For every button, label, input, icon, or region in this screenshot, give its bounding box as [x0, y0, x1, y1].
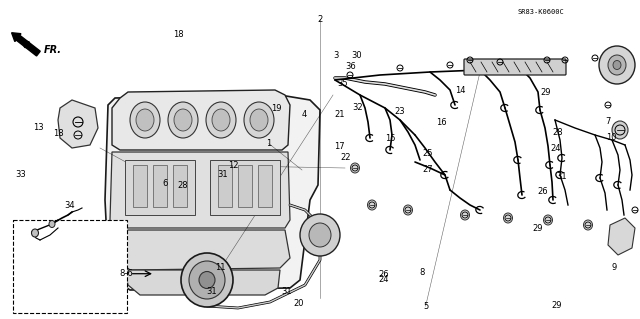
Text: 29: 29 — [532, 224, 543, 233]
Text: FR.: FR. — [44, 45, 61, 56]
Text: 4: 4 — [301, 110, 307, 119]
Ellipse shape — [367, 200, 376, 210]
Bar — [210, 160, 280, 215]
Text: 31: 31 — [557, 172, 567, 181]
FancyArrow shape — [12, 33, 40, 56]
Ellipse shape — [174, 109, 192, 131]
Ellipse shape — [504, 213, 513, 223]
Text: 28: 28 — [553, 128, 563, 137]
Ellipse shape — [244, 102, 274, 138]
Ellipse shape — [584, 220, 593, 230]
Text: 21: 21 — [334, 110, 344, 119]
Ellipse shape — [351, 163, 360, 173]
Text: 32: 32 — [352, 103, 362, 112]
Text: 29: 29 — [552, 301, 562, 310]
Text: SR83-K0600C: SR83-K0600C — [517, 9, 564, 15]
Ellipse shape — [599, 46, 635, 84]
Text: 26: 26 — [538, 187, 548, 196]
Ellipse shape — [613, 61, 621, 70]
Text: 30: 30 — [351, 51, 362, 60]
Text: 11: 11 — [216, 263, 226, 272]
Polygon shape — [110, 152, 290, 228]
Text: 35: 35 — [337, 79, 348, 88]
Bar — [125, 160, 195, 215]
Polygon shape — [608, 218, 635, 255]
Text: 20: 20 — [294, 299, 304, 308]
Ellipse shape — [168, 102, 198, 138]
Ellipse shape — [309, 223, 331, 247]
Ellipse shape — [300, 214, 340, 256]
Text: 17: 17 — [334, 142, 344, 151]
Text: 24: 24 — [379, 275, 389, 284]
Text: 12: 12 — [228, 161, 239, 170]
Text: 9: 9 — [612, 263, 617, 272]
Text: 19: 19 — [271, 104, 282, 113]
Ellipse shape — [461, 210, 470, 220]
Text: 24: 24 — [550, 144, 561, 153]
Text: 5: 5 — [423, 302, 428, 311]
Polygon shape — [113, 230, 290, 270]
Polygon shape — [125, 270, 280, 295]
Ellipse shape — [543, 215, 552, 225]
Ellipse shape — [181, 253, 233, 307]
Ellipse shape — [130, 102, 160, 138]
Text: 27: 27 — [422, 165, 433, 174]
Text: 14: 14 — [456, 86, 466, 95]
Text: 8: 8 — [420, 268, 425, 277]
Polygon shape — [112, 90, 290, 150]
Text: 7: 7 — [605, 117, 611, 126]
Bar — [218, 165, 232, 207]
Bar — [173, 165, 187, 207]
Bar — [13, 220, 127, 313]
Text: 18: 18 — [173, 30, 183, 39]
Ellipse shape — [612, 121, 628, 139]
Text: 13: 13 — [33, 123, 44, 132]
Text: 1: 1 — [266, 139, 271, 148]
Text: 26: 26 — [379, 271, 389, 279]
Bar — [133, 165, 147, 207]
Text: 31: 31 — [282, 287, 292, 296]
Bar — [238, 165, 252, 207]
Ellipse shape — [206, 102, 236, 138]
Polygon shape — [105, 95, 320, 290]
Text: 22: 22 — [340, 153, 351, 162]
Ellipse shape — [250, 109, 268, 131]
Text: 33: 33 — [15, 170, 26, 179]
Bar — [153, 165, 167, 207]
Ellipse shape — [608, 55, 626, 75]
Text: 16: 16 — [436, 118, 447, 127]
Text: 3: 3 — [333, 51, 339, 60]
Text: 23: 23 — [395, 107, 405, 116]
Ellipse shape — [49, 220, 55, 227]
Text: 36: 36 — [346, 63, 356, 71]
FancyBboxPatch shape — [464, 59, 566, 75]
Ellipse shape — [31, 229, 38, 237]
Text: 6: 6 — [163, 179, 168, 188]
Polygon shape — [58, 100, 98, 148]
Text: 31: 31 — [218, 170, 228, 179]
Text: 2: 2 — [317, 15, 323, 24]
Text: 29: 29 — [540, 88, 550, 97]
Text: 18: 18 — [54, 130, 64, 138]
Text: 10: 10 — [606, 133, 616, 142]
Text: 15: 15 — [385, 134, 396, 143]
Text: 28: 28 — [177, 181, 188, 190]
Bar — [258, 165, 272, 207]
Text: 31: 31 — [206, 287, 216, 296]
Text: 34: 34 — [64, 201, 74, 210]
Text: 8-6: 8-6 — [120, 269, 134, 278]
Ellipse shape — [136, 109, 154, 131]
Ellipse shape — [199, 271, 215, 288]
Ellipse shape — [212, 109, 230, 131]
Ellipse shape — [403, 205, 413, 215]
Ellipse shape — [189, 261, 225, 299]
Text: 25: 25 — [422, 149, 433, 158]
